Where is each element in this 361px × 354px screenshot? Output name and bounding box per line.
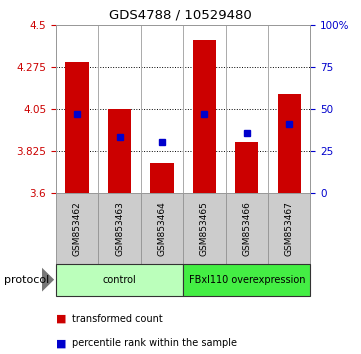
Polygon shape <box>42 267 54 292</box>
Bar <box>150 163 174 193</box>
Text: ■: ■ <box>56 338 66 348</box>
Bar <box>108 109 131 193</box>
Text: GSM853462: GSM853462 <box>73 201 82 256</box>
Bar <box>56 193 98 264</box>
Bar <box>226 193 268 264</box>
Bar <box>235 142 258 193</box>
Bar <box>98 193 141 264</box>
Text: protocol: protocol <box>4 275 49 285</box>
Text: GSM853463: GSM853463 <box>115 201 124 256</box>
Bar <box>183 193 226 264</box>
Bar <box>65 62 89 193</box>
Bar <box>183 264 310 296</box>
Bar <box>278 94 301 193</box>
Bar <box>193 40 216 193</box>
Text: GSM853464: GSM853464 <box>157 201 166 256</box>
Text: FBxl110 overexpression: FBxl110 overexpression <box>188 275 305 285</box>
Text: ■: ■ <box>56 314 66 324</box>
Text: GSM853466: GSM853466 <box>242 201 251 256</box>
Bar <box>56 264 183 296</box>
Text: GSM853465: GSM853465 <box>200 201 209 256</box>
Text: transformed count: transformed count <box>72 314 163 324</box>
Text: GDS4788 / 10529480: GDS4788 / 10529480 <box>109 9 252 22</box>
Text: GSM853467: GSM853467 <box>285 201 294 256</box>
Text: percentile rank within the sample: percentile rank within the sample <box>72 338 237 348</box>
Bar <box>268 193 310 264</box>
Bar <box>141 193 183 264</box>
Text: control: control <box>103 275 136 285</box>
